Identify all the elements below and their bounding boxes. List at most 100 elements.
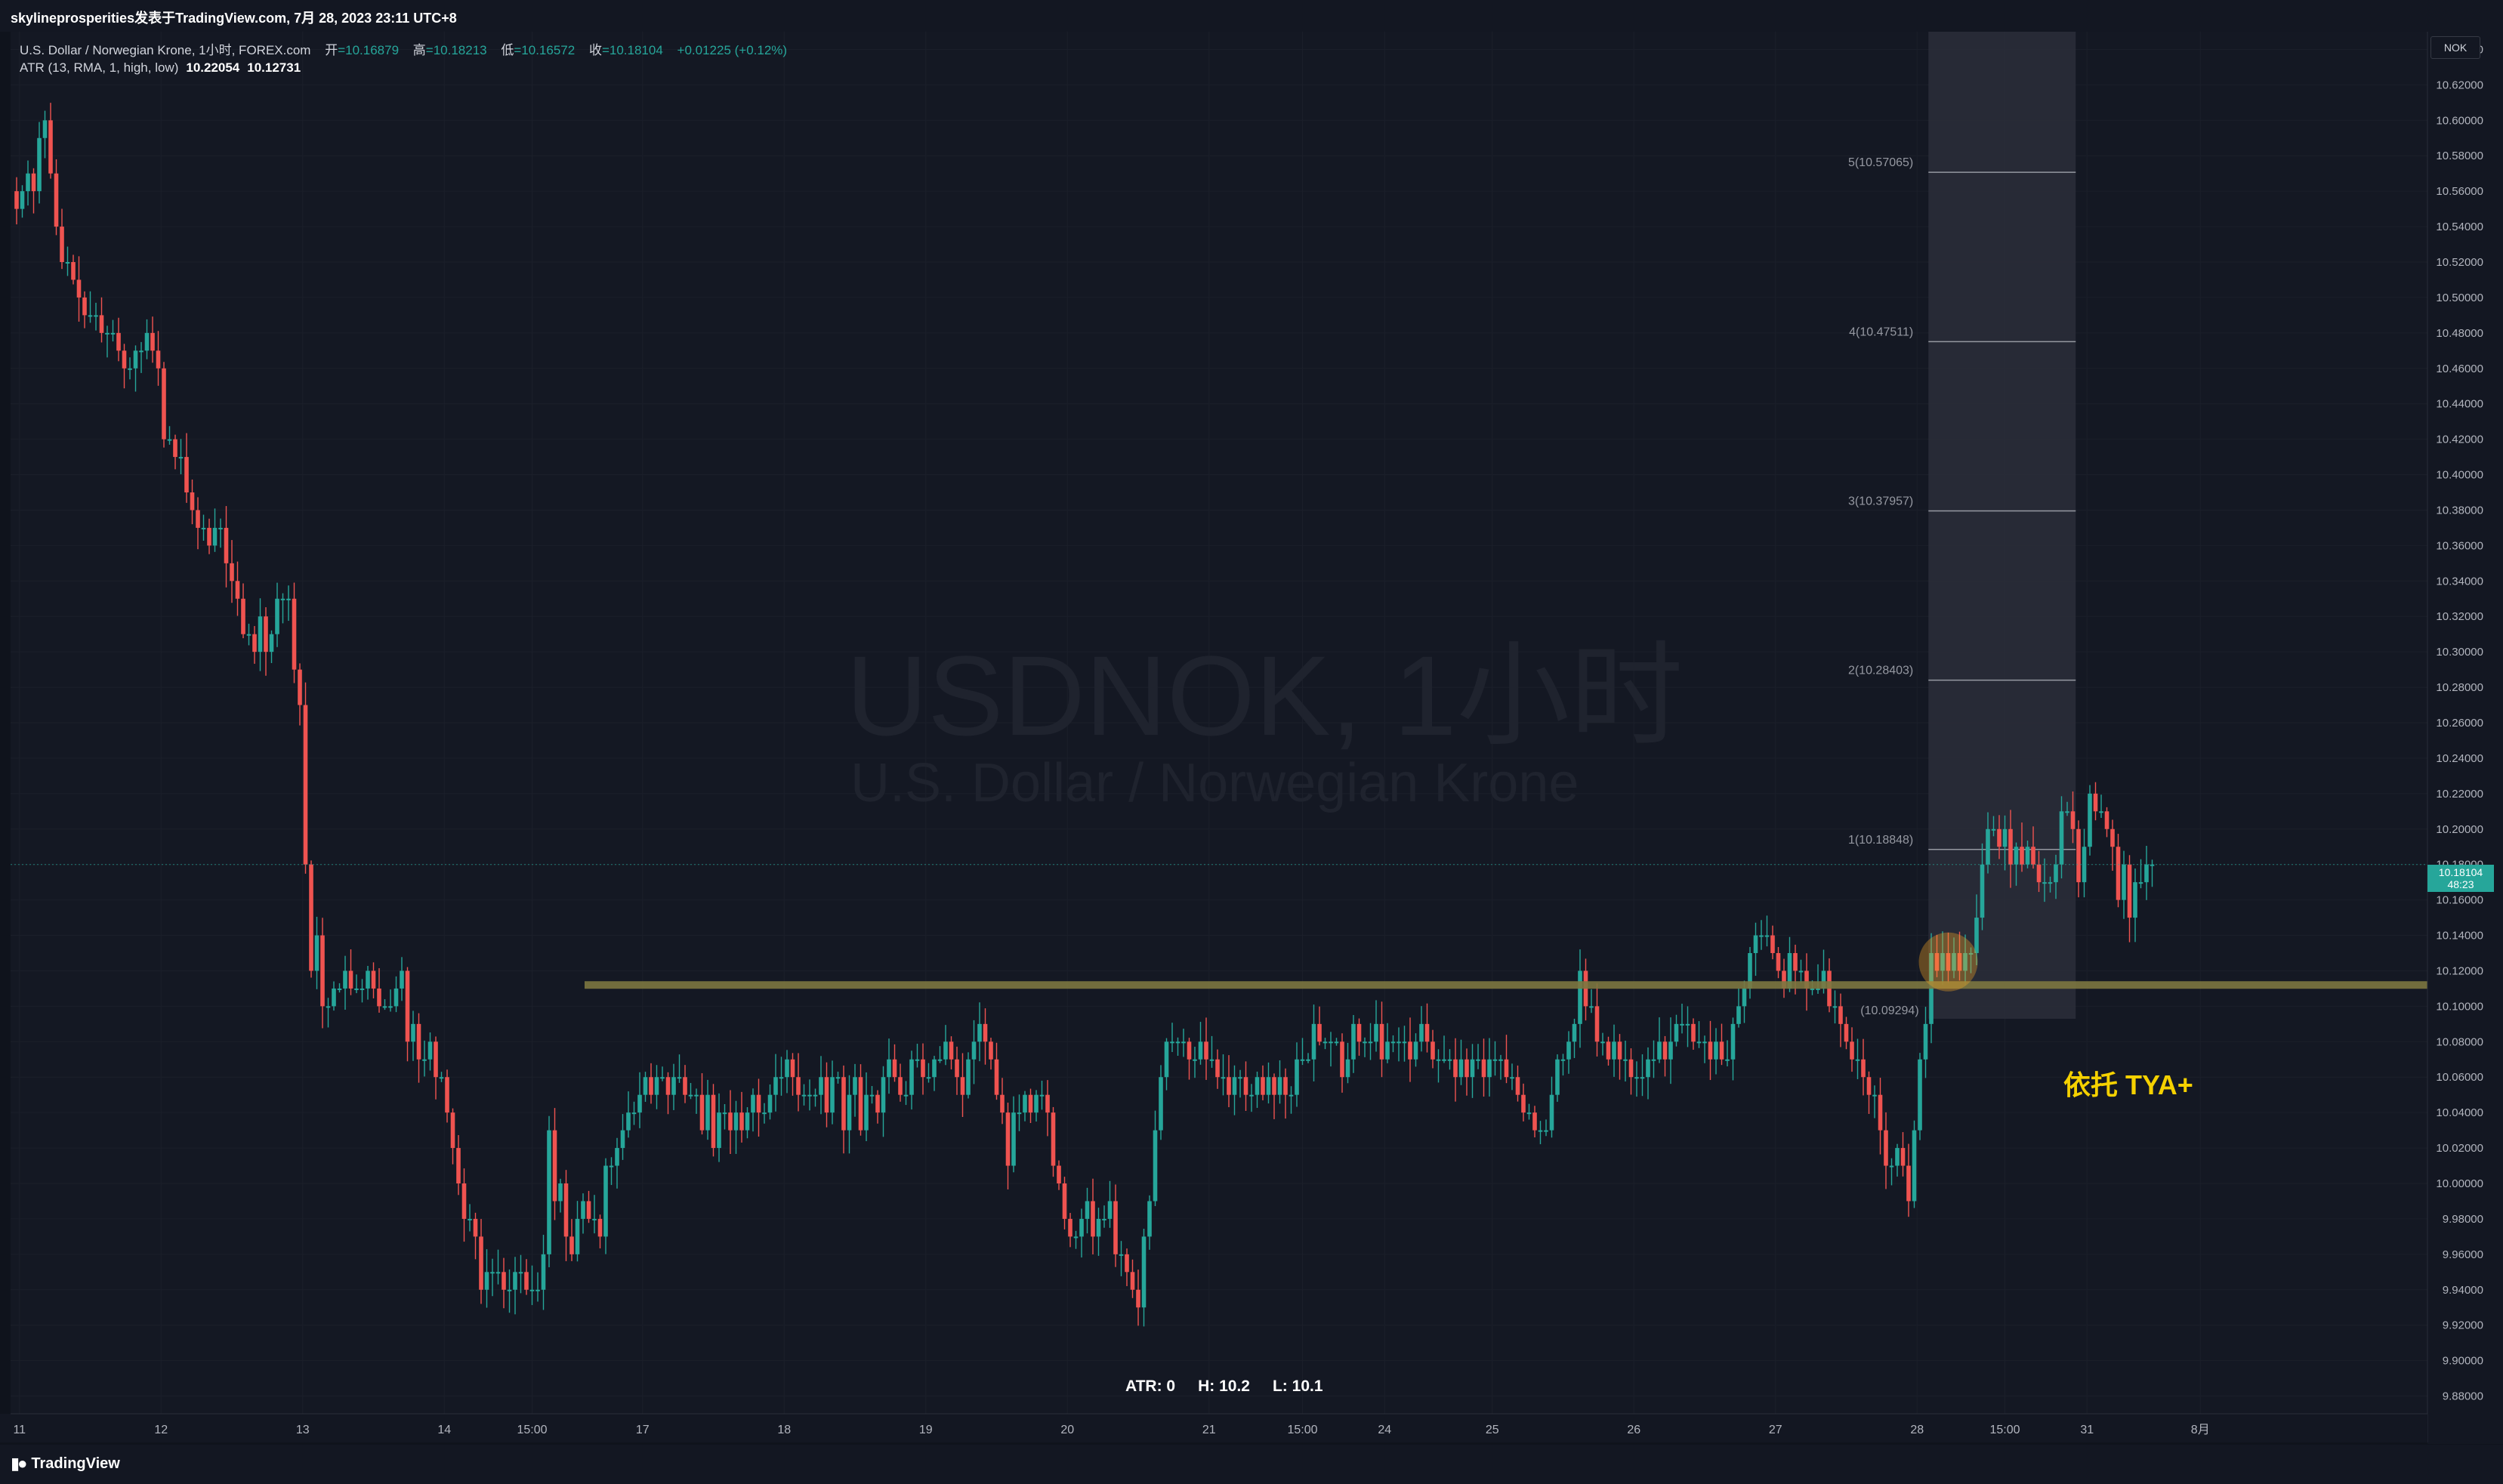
candle-body xyxy=(196,510,200,528)
candle-body xyxy=(1073,1236,1079,1239)
candle-body xyxy=(1034,1094,1039,1113)
candle-body xyxy=(2104,811,2109,829)
candle-body xyxy=(1538,1130,1543,1132)
candle-body xyxy=(2048,882,2053,884)
candle-body xyxy=(909,1059,914,1095)
candle-body xyxy=(1946,953,1951,971)
candle-body xyxy=(264,616,268,653)
candle-body xyxy=(173,439,177,458)
candle-body xyxy=(1900,1148,1906,1166)
candle-body xyxy=(2059,811,2064,865)
candle-body xyxy=(1300,1059,1305,1061)
candle-body xyxy=(728,1112,733,1131)
candle-body xyxy=(881,1077,886,1113)
candle-body xyxy=(1164,1041,1169,1078)
candle-body xyxy=(416,1023,421,1060)
candle-body xyxy=(2042,882,2047,884)
time-tick-label: 13 xyxy=(296,1424,310,1436)
candle-body xyxy=(366,970,370,989)
fib-level-label: 5(10.57065) xyxy=(1848,156,1913,169)
atr-value-1: 10.22054 xyxy=(186,60,240,75)
tradingview-logo[interactable]: ▮● TradingView xyxy=(11,1454,120,1473)
candle-body xyxy=(1991,828,1996,831)
time-tick-label: 17 xyxy=(636,1424,650,1436)
candle-body xyxy=(60,227,64,262)
high-stat: H: 10.2 xyxy=(1198,1378,1250,1395)
candle-body xyxy=(943,1041,948,1060)
price-tick-label: 10.24000 xyxy=(2436,752,2483,765)
symbol-description: U.S. Dollar / Norwegian Krone, 1小时, FORE… xyxy=(20,43,311,57)
candle-body xyxy=(1005,1112,1011,1166)
candle-body xyxy=(2025,847,2030,865)
price-tick-label: 10.58000 xyxy=(2436,150,2483,162)
price-tick-label: 10.22000 xyxy=(2436,788,2483,801)
candle-body xyxy=(989,1041,993,1060)
candle-body xyxy=(1974,918,1979,953)
candle-body xyxy=(643,1077,648,1095)
candle-body xyxy=(224,527,229,563)
candle-body xyxy=(1311,1023,1316,1060)
close-value: =10.18104 xyxy=(601,43,663,57)
candle-body xyxy=(1141,1236,1147,1308)
candle-body xyxy=(26,173,30,192)
time-tick-label: 8月 xyxy=(2191,1424,2210,1436)
candle-body xyxy=(1560,1059,1566,1061)
candle-body xyxy=(1872,1094,1877,1097)
candle-body xyxy=(1855,1059,1860,1061)
candle-body xyxy=(1906,1165,1911,1202)
price-tick-label: 10.36000 xyxy=(2436,539,2483,552)
candle-body xyxy=(1606,1041,1611,1060)
candle-body xyxy=(280,598,285,600)
candle-body xyxy=(1838,1006,1843,1024)
candle-body xyxy=(1821,970,1826,989)
candle-body xyxy=(201,527,206,529)
price-tick-label: 10.50000 xyxy=(2436,292,2483,304)
candle-body xyxy=(105,332,110,335)
candle-body xyxy=(2150,864,2155,866)
candle-body xyxy=(218,527,223,529)
last-price: 10.18104 xyxy=(2438,866,2483,878)
candle-body xyxy=(1861,1059,1866,1078)
candle-body xyxy=(858,1077,863,1131)
candle-body xyxy=(116,332,121,351)
candle-body xyxy=(71,262,76,280)
close-label: 收 xyxy=(588,43,602,57)
price-tick-label: 9.92000 xyxy=(2443,1319,2483,1332)
bar-countdown: 48:23 xyxy=(2447,878,2474,890)
candle-body xyxy=(1986,828,1990,865)
candle-body xyxy=(490,1272,495,1274)
candle-body xyxy=(507,1289,512,1291)
candle-body xyxy=(2099,811,2103,813)
price-tick-label: 10.20000 xyxy=(2436,823,2483,836)
candle-body xyxy=(76,279,82,298)
candle-body xyxy=(864,1094,869,1131)
candle-body xyxy=(1193,1059,1197,1061)
candle-body xyxy=(1651,1059,1656,1061)
candle-body xyxy=(535,1289,540,1291)
candle-body xyxy=(2088,793,2092,847)
atr-legend[interactable]: ATR (13, RMA, 1, high, low) 10.22054 10.12… xyxy=(20,60,301,76)
watermark-subtitle: U.S. Dollar / Norwegian Krone xyxy=(850,753,1579,813)
chart-overlays xyxy=(11,864,2427,992)
candle-body xyxy=(2127,864,2132,918)
candle-body xyxy=(649,1077,653,1095)
candle-body xyxy=(445,1077,449,1113)
time-tick-label: 12 xyxy=(154,1424,168,1436)
candle-body xyxy=(1442,1059,1446,1061)
time-tick-label: 25 xyxy=(1486,1424,1499,1436)
candle-body xyxy=(1136,1289,1140,1308)
candle-body xyxy=(1102,1218,1106,1220)
candle-body xyxy=(1515,1077,1520,1095)
currency-button[interactable]: NOK xyxy=(2430,36,2480,59)
candle-body xyxy=(1680,1023,1684,1026)
candle-body xyxy=(1243,1077,1248,1095)
candle-body xyxy=(1912,1130,1917,1202)
chart-annotation[interactable]: 依托 TYA+ xyxy=(2063,1069,2193,1100)
price-tick-label: 10.34000 xyxy=(2436,575,2483,588)
candle-body xyxy=(1419,1023,1424,1042)
candle-body xyxy=(348,970,353,989)
candle-body xyxy=(1068,1218,1072,1237)
candle-body xyxy=(915,1059,920,1061)
candle-body xyxy=(1521,1094,1526,1113)
